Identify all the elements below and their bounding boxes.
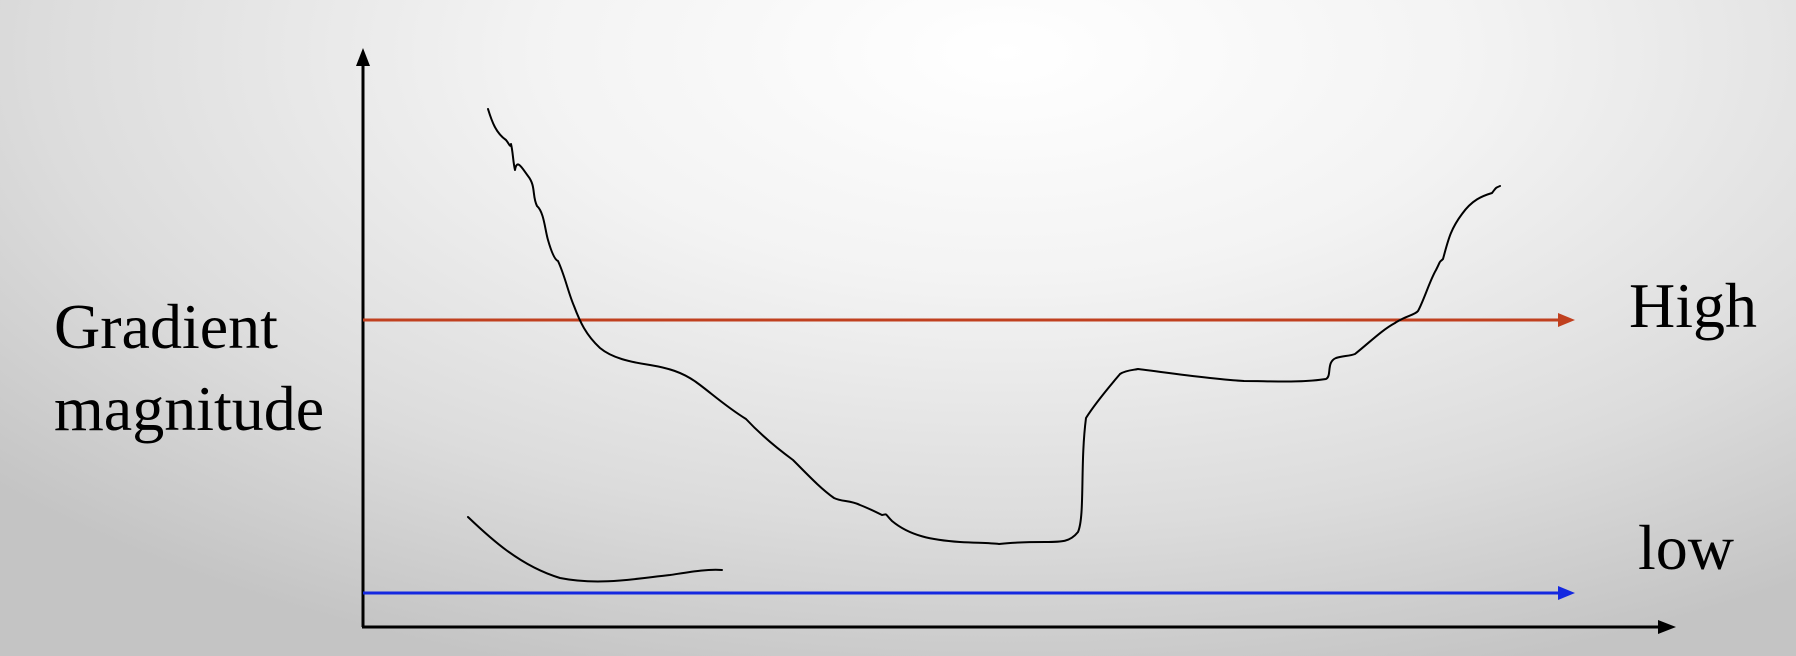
- high-threshold-label: High: [1629, 270, 1757, 341]
- weak-edge-curve: [467, 516, 723, 583]
- low-threshold-label: low: [1638, 512, 1734, 583]
- gradient-profile-curve: [487, 108, 1501, 545]
- high-threshold-arrowhead: [1558, 313, 1575, 327]
- x-axis-arrowhead: [1658, 620, 1676, 634]
- low-threshold-arrowhead: [1558, 586, 1575, 600]
- y-axis-label: Gradient magnitude: [54, 286, 324, 450]
- y-axis-label-line2: magnitude: [54, 373, 325, 444]
- y-axis-label-line1: Gradient: [54, 291, 278, 362]
- y-axis-arrowhead: [356, 48, 370, 66]
